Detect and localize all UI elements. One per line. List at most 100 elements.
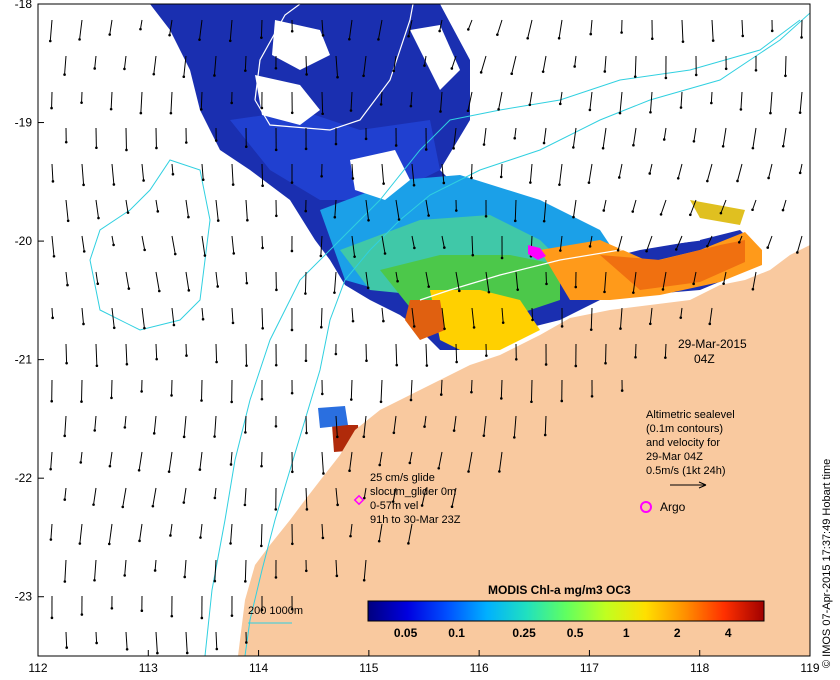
velocity-arrow-head: [125, 648, 129, 651]
velocity-arrow-head: [513, 219, 517, 223]
sealevel-contours: [254, 4, 701, 301]
velocity-arrow-head: [394, 144, 398, 147]
velocity-arrow: [213, 55, 217, 76]
velocity-arrow-head: [112, 243, 115, 247]
colorbar-ticks: 0.05 0.1 0.25 0.5 1 2 4: [394, 626, 732, 640]
velocity-arrow-head: [424, 148, 428, 151]
velocity-arrow: [634, 55, 637, 77]
velocity-arrow-head: [184, 141, 188, 144]
velocity-arrow-head: [363, 496, 366, 500]
velocity-arrow-head: [261, 326, 264, 330]
velocity-arrow: [544, 415, 547, 435]
velocity-arrow: [784, 55, 787, 76]
velocity-arrow-head: [479, 71, 483, 74]
velocity-arrow-head: [260, 464, 263, 468]
velocity-arrow-head: [156, 210, 160, 213]
velocity-arrow-head: [127, 287, 131, 290]
velocity-arrow-head: [766, 246, 770, 249]
velocity-arrow: [304, 271, 307, 294]
velocity-arrow: [305, 415, 308, 433]
velocity-arrow: [542, 55, 547, 72]
velocity-arrow-head: [321, 536, 325, 540]
velocity-arrow-head: [245, 364, 248, 367]
velocity-arrow: [139, 19, 143, 30]
colorbar-tick-label: 4: [725, 626, 732, 640]
velocity-arrow: [572, 127, 577, 148]
credit-text: © IMOS 07-Apr-2015 17:37:49 Hobart time: [821, 459, 833, 668]
y-tick-label: -22: [15, 471, 33, 485]
velocity-arrow-head: [800, 36, 803, 39]
velocity-arrow-head: [439, 393, 443, 396]
velocity-arrow-head: [353, 255, 356, 258]
velocity-arrow: [660, 199, 667, 215]
velocity-arrow-head: [616, 249, 620, 252]
velocity-arrow-head: [203, 254, 207, 257]
velocity-arrow-head: [173, 252, 177, 256]
velocity-arrow-head: [351, 177, 355, 180]
velocity-arrow: [573, 199, 577, 218]
velocity-arrow-head: [213, 74, 216, 77]
velocity-arrow: [350, 523, 353, 537]
velocity-arrow: [215, 271, 219, 287]
velocity-arrow-head: [741, 34, 745, 38]
velocity-arrow: [529, 163, 533, 183]
velocity-arrow-head: [157, 289, 161, 293]
velocity-arrow-head: [397, 218, 401, 221]
velocity-arrow: [363, 415, 367, 437]
argo-marker: [640, 501, 652, 513]
velocity-arrow: [365, 199, 370, 221]
velocity-arrow-head: [545, 282, 548, 286]
velocity-arrow-head: [230, 400, 233, 404]
velocity-arrow-head: [510, 72, 514, 76]
velocity-arrow-head: [333, 215, 337, 219]
velocity-arrow-head: [487, 290, 491, 294]
velocity-arrow-head: [751, 146, 755, 150]
velocity-arrow: [381, 235, 386, 254]
velocity-arrow-head: [590, 394, 594, 398]
velocity-arrow-head: [601, 146, 605, 150]
velocity-arrow-head: [123, 67, 126, 71]
velocity-arrow-head: [516, 288, 520, 291]
velocity-arrow: [49, 19, 53, 42]
velocity-arrow: [94, 415, 97, 431]
velocity-arrow-head: [333, 291, 336, 294]
velocity-arrow-head: [413, 246, 416, 250]
velocity-arrow: [125, 271, 130, 289]
x-tick-label: 117: [580, 661, 599, 675]
velocity-arrow-head: [65, 646, 69, 649]
velocity-arrow-head: [722, 282, 725, 285]
velocity-arrow-head: [458, 289, 461, 293]
velocity-arrow-head: [632, 143, 635, 147]
velocity-arrow: [321, 19, 324, 36]
velocity-arrow-head: [63, 73, 66, 76]
velocity-arrow-head: [213, 579, 217, 583]
velocity-arrow-head: [182, 435, 186, 439]
velocity-arrow-head: [291, 470, 294, 474]
velocity-arrow: [649, 163, 653, 174]
bathy-legend-label: 200 1000m: [248, 605, 303, 617]
velocity-arrow-head: [531, 318, 534, 322]
colorbar-tick-label: 2: [674, 626, 681, 640]
velocity-arrow: [155, 631, 158, 654]
velocity-arrow: [230, 523, 233, 544]
velocity-arrow-head: [182, 75, 186, 78]
velocity-arrow-head: [140, 390, 143, 393]
velocity-arrow: [441, 235, 445, 248]
velocity-arrow-head: [662, 138, 666, 141]
velocity-arrow-head: [290, 328, 294, 332]
velocity-arrow: [152, 487, 157, 507]
velocity-arrow-head: [497, 108, 500, 111]
velocity-arrow: [453, 127, 457, 149]
velocity-arrow-head: [213, 435, 216, 438]
velocity-arrow-head: [407, 542, 410, 545]
glider-line-1: 25 cm/s glide: [370, 472, 435, 484]
velocity-arrow: [710, 91, 713, 104]
velocity-arrow-head: [80, 613, 84, 616]
velocity-arrow: [812, 200, 816, 216]
velocity-arrow-head: [336, 435, 339, 439]
velocity-arrow: [365, 271, 369, 288]
velocity-arrow: [424, 415, 427, 427]
velocity-arrow: [455, 271, 460, 291]
velocity-arrow: [470, 163, 473, 178]
velocity-arrow: [663, 127, 667, 140]
